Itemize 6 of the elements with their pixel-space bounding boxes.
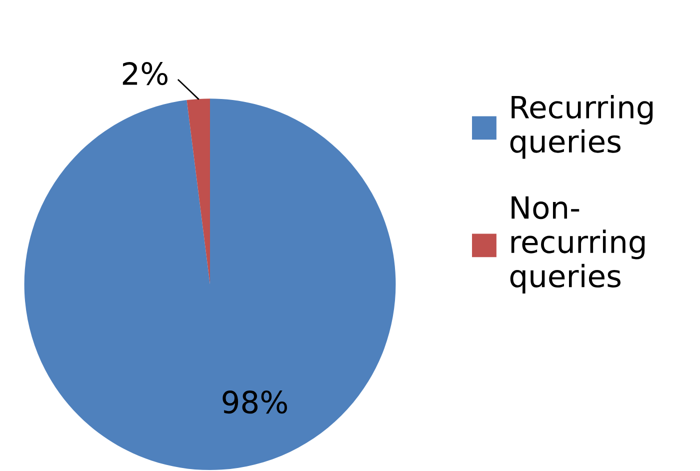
legend-label: Non- recurring queries — [510, 196, 645, 294]
pie-slice — [24, 98, 396, 470]
legend-label: Recurring queries — [510, 95, 653, 159]
pie-slice — [186, 98, 210, 284]
data-label: 2% — [122, 62, 168, 86]
data-label: 98% — [222, 390, 287, 414]
